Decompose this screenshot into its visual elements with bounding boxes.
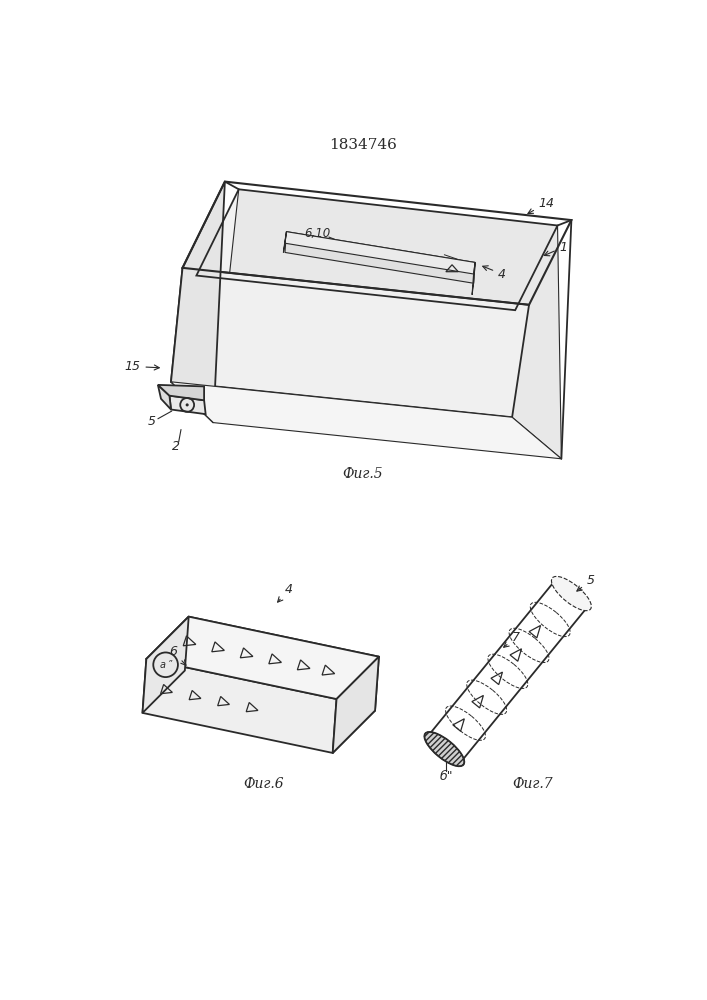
Polygon shape [285, 232, 475, 274]
Polygon shape [285, 232, 475, 283]
Polygon shape [143, 659, 337, 753]
Ellipse shape [551, 576, 591, 611]
Text: ’’: ’’ [168, 660, 173, 669]
Polygon shape [158, 385, 204, 400]
Text: 4: 4 [483, 266, 506, 280]
Polygon shape [472, 262, 475, 295]
Polygon shape [333, 657, 379, 753]
Text: a: a [160, 660, 165, 670]
Text: Фиг.6: Фиг.6 [243, 777, 284, 791]
Polygon shape [171, 382, 561, 459]
Text: Фиг.5: Фиг.5 [342, 467, 383, 481]
Text: Фиг.7: Фиг.7 [513, 777, 553, 791]
Text: 15: 15 [124, 360, 159, 373]
Text: 5: 5 [148, 415, 156, 428]
Text: 1: 1 [544, 241, 568, 256]
Text: 6,10: 6,10 [304, 227, 330, 240]
Polygon shape [170, 396, 206, 414]
Polygon shape [214, 189, 561, 459]
Text: 1834746: 1834746 [329, 138, 397, 152]
Text: 4: 4 [278, 583, 293, 602]
Polygon shape [197, 189, 558, 310]
Polygon shape [158, 385, 171, 410]
Polygon shape [284, 232, 286, 252]
Circle shape [186, 403, 189, 406]
Text: 2: 2 [173, 440, 180, 453]
Polygon shape [146, 617, 379, 699]
Text: 5: 5 [577, 574, 595, 591]
Polygon shape [512, 225, 561, 459]
Text: 14: 14 [528, 197, 555, 214]
Text: 6: 6 [169, 645, 186, 665]
Polygon shape [171, 268, 529, 417]
Polygon shape [171, 182, 225, 423]
Text: б": б" [439, 770, 452, 783]
Ellipse shape [424, 732, 464, 766]
Text: 7: 7 [503, 631, 520, 647]
Polygon shape [143, 617, 189, 713]
